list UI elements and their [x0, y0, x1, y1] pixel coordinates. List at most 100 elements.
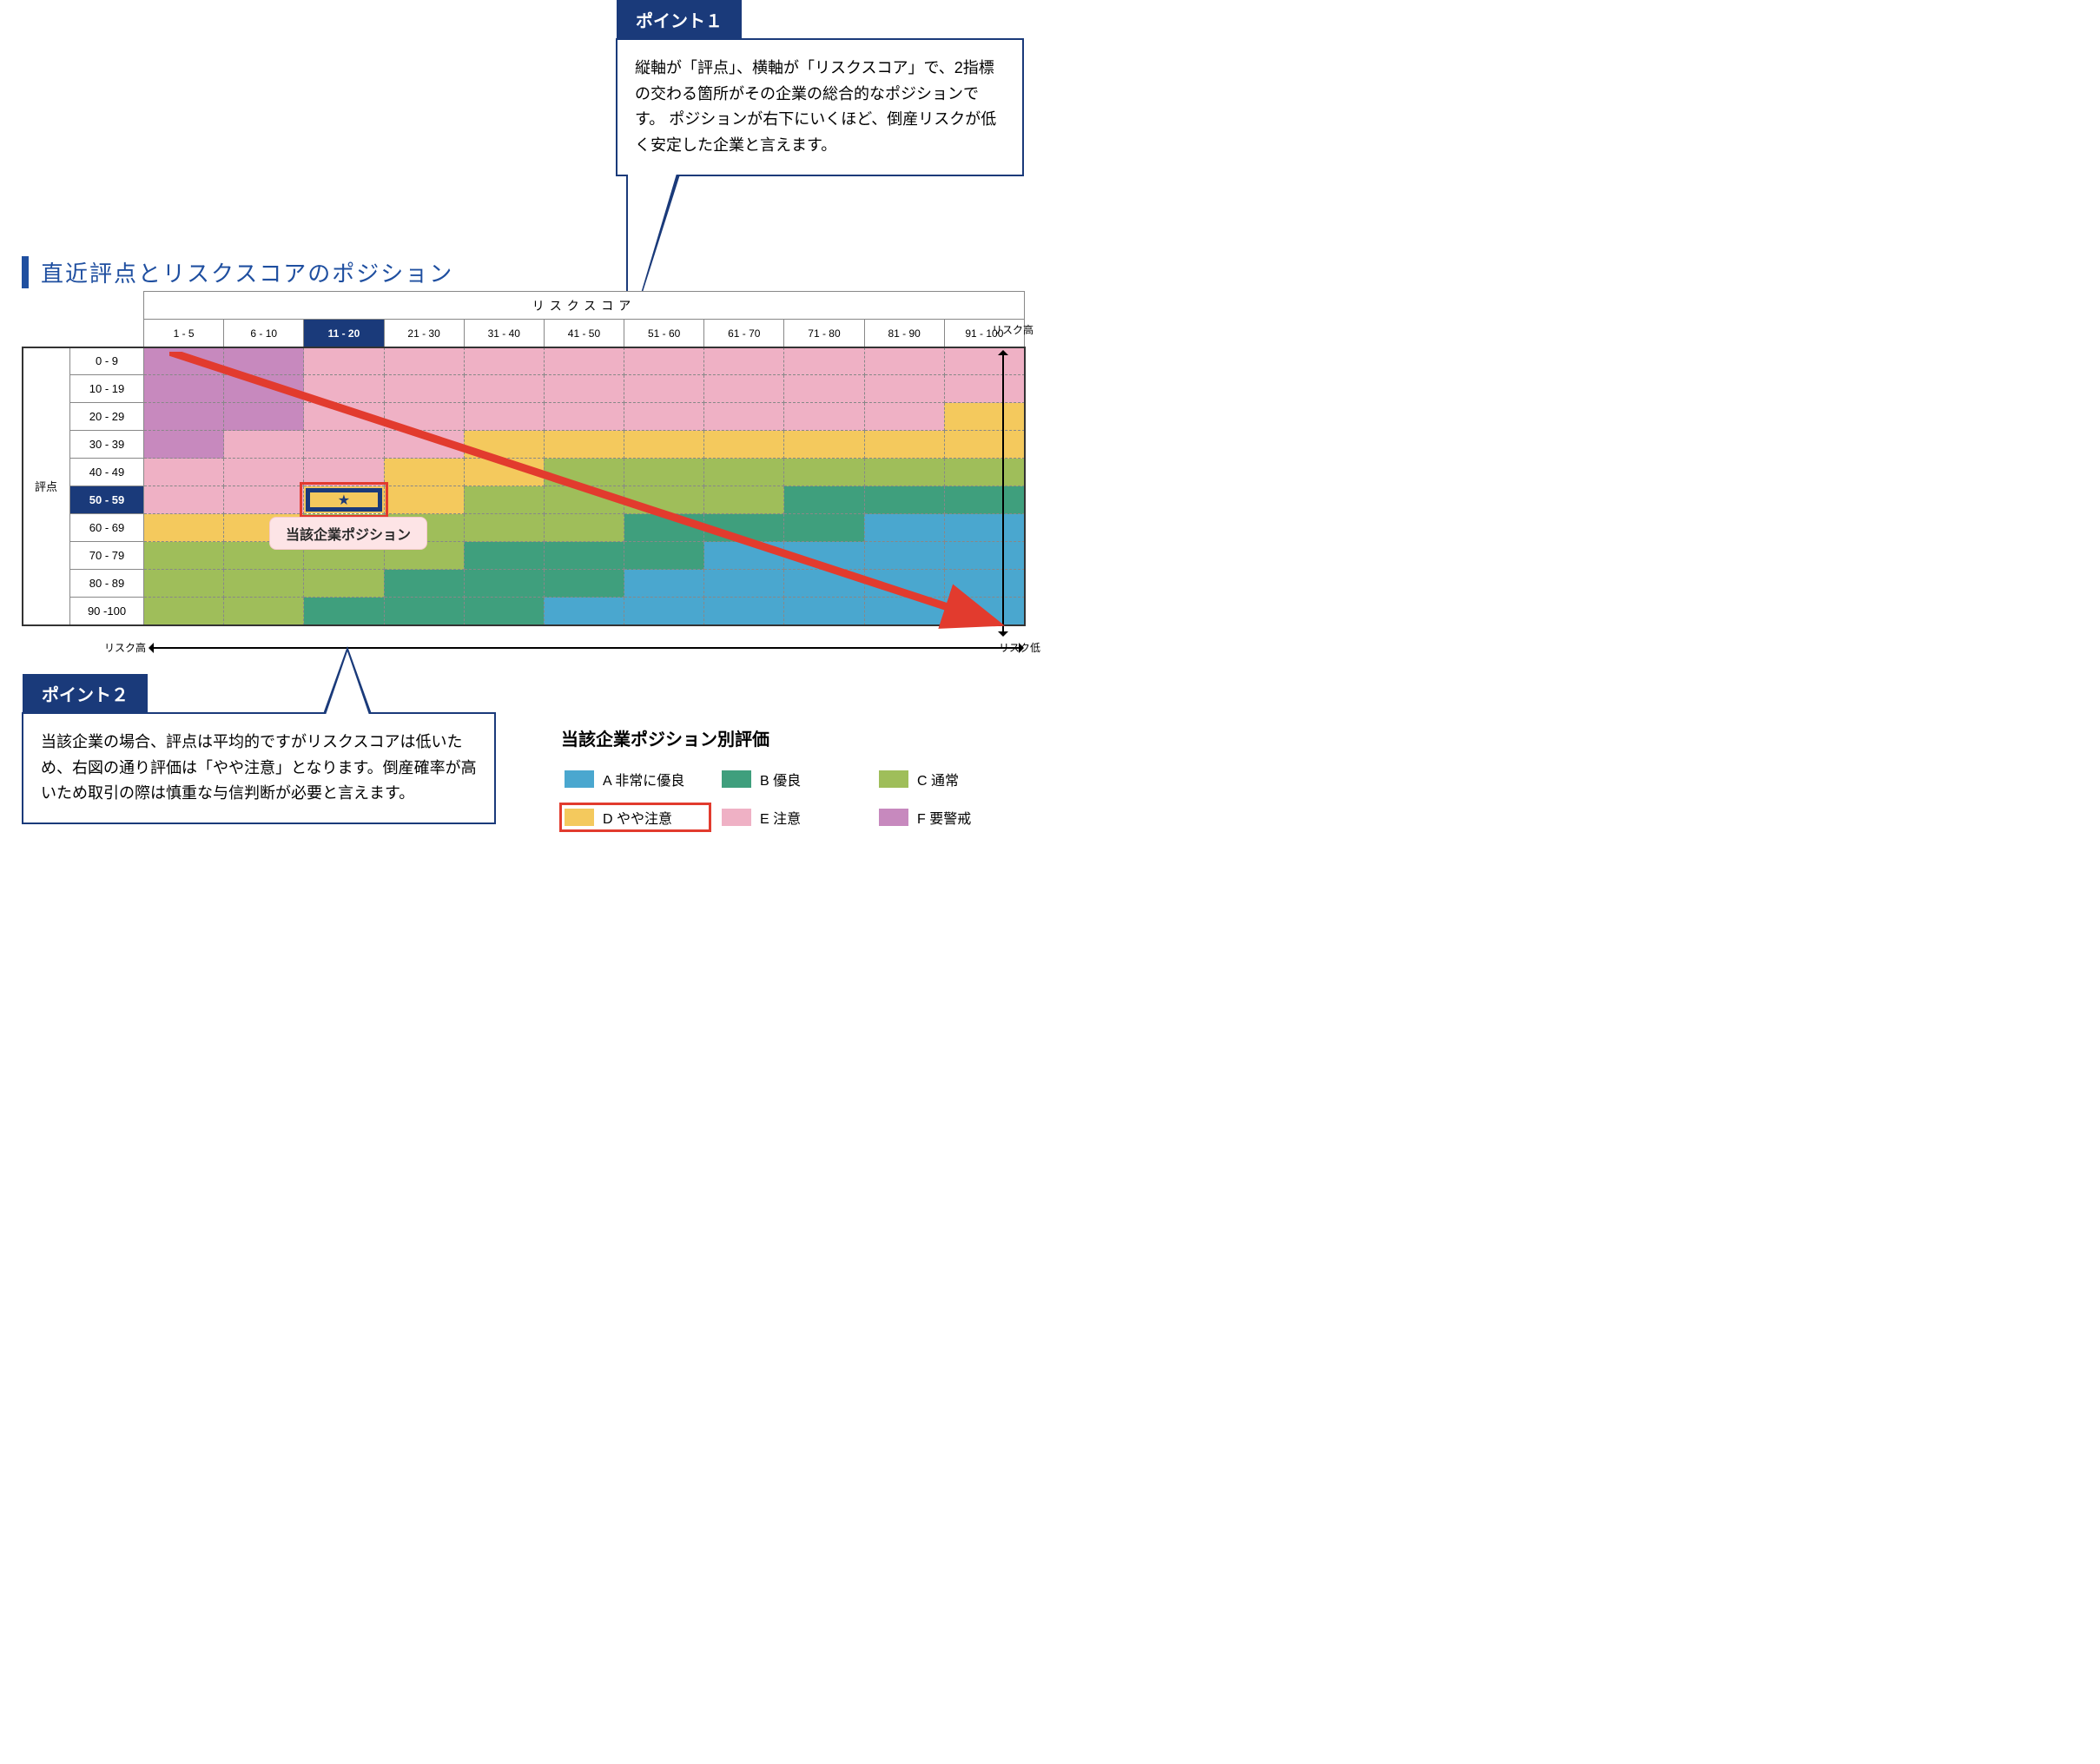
- row-header: 60 - 69: [70, 514, 144, 542]
- matrix-cell: [784, 403, 864, 431]
- matrix-cell: [944, 598, 1024, 625]
- matrix-cell: [624, 486, 704, 514]
- legend-swatch: [879, 809, 908, 826]
- matrix-cell: [144, 403, 224, 431]
- col-header: 21 - 30: [384, 320, 464, 347]
- row-header: 40 - 49: [70, 459, 144, 486]
- company-position-star: ★: [306, 488, 381, 512]
- matrix-cell: [784, 598, 864, 625]
- matrix-cell: [864, 403, 944, 431]
- legend-item-A: A 非常に優良: [561, 766, 710, 792]
- matrix-cell: [624, 403, 704, 431]
- matrix-cell: [544, 598, 624, 625]
- legend-label: A 非常に優良: [603, 769, 684, 790]
- matrix-cell: [864, 459, 944, 486]
- legend-item-D: D やや注意: [561, 804, 710, 830]
- matrix-cell: [704, 598, 784, 625]
- col-header: 41 - 50: [544, 320, 624, 347]
- row-header: 10 - 19: [70, 375, 144, 403]
- row-header: 90 -100: [70, 598, 144, 625]
- matrix-cell: [944, 570, 1024, 598]
- bottom-risk-low-label: リスク低: [999, 640, 1040, 655]
- row-header: 80 - 89: [70, 570, 144, 598]
- matrix-cell: [544, 347, 624, 375]
- matrix-cell: [144, 486, 224, 514]
- matrix-cell: [544, 431, 624, 459]
- matrix-cell: [304, 375, 384, 403]
- matrix-cell: [784, 431, 864, 459]
- matrix-cell: [704, 542, 784, 570]
- callout-point-2: ポイント２ 当該企業の場合、評点は平均的ですがリスクスコアは低いため、右図の通り…: [22, 712, 496, 824]
- col-header: 31 - 40: [464, 320, 544, 347]
- legend-swatch: [565, 770, 594, 788]
- matrix-cell: [384, 598, 464, 625]
- horizontal-double-arrow: [152, 647, 1020, 649]
- matrix-cell: [224, 486, 304, 514]
- matrix-cell: [784, 459, 864, 486]
- legend-label: B 優良: [760, 769, 801, 790]
- matrix-cell: [944, 486, 1024, 514]
- matrix-cell: [464, 375, 544, 403]
- matrix-cell: [464, 542, 544, 570]
- legend-label: F 要警戒: [917, 807, 971, 828]
- matrix-cell: [144, 542, 224, 570]
- row-header: 30 - 39: [70, 431, 144, 459]
- matrix-cell: [304, 347, 384, 375]
- matrix-cell: [624, 347, 704, 375]
- matrix-cell: [144, 375, 224, 403]
- legend-items: A 非常に優良 B 優良 C 通常 D やや注意 E 注意 F 要警戒: [561, 766, 1024, 830]
- matrix-cell: [704, 570, 784, 598]
- matrix-cell: [784, 542, 864, 570]
- matrix-cell: [224, 431, 304, 459]
- matrix-cell: [464, 431, 544, 459]
- legend-item-F: F 要警戒: [875, 804, 1024, 830]
- matrix-cell: [224, 347, 304, 375]
- matrix-cell: [144, 347, 224, 375]
- matrix-cell: [224, 403, 304, 431]
- matrix-cell: [944, 347, 1024, 375]
- matrix-cell: [624, 431, 704, 459]
- callout-1-text: 縦軸が「評点」、横軸が「リスクスコア」で、2指標の交わる箇所がその企業の総合的な…: [617, 40, 1022, 175]
- y-axis-title: 評点: [23, 347, 70, 625]
- matrix-cell: [384, 459, 464, 486]
- matrix-cell: [624, 542, 704, 570]
- row-header: 20 - 29: [70, 403, 144, 431]
- matrix-cell: [224, 375, 304, 403]
- matrix-cell: [144, 459, 224, 486]
- matrix-cell: [304, 598, 384, 625]
- matrix-cell: [784, 486, 864, 514]
- matrix-cell: [944, 403, 1024, 431]
- matrix-cell: [544, 570, 624, 598]
- matrix-cell: [704, 347, 784, 375]
- matrix-cell: [384, 570, 464, 598]
- legend-item-B: B 優良: [718, 766, 867, 792]
- matrix-cell: [144, 570, 224, 598]
- matrix-cell: [544, 514, 624, 542]
- matrix-cell: [144, 431, 224, 459]
- matrix-cell: [624, 514, 704, 542]
- matrix-cell: [304, 431, 384, 459]
- matrix-cell: [624, 598, 704, 625]
- callout-1-tag: ポイント１: [617, 0, 742, 39]
- legend-label: E 注意: [760, 807, 801, 828]
- matrix-cell: [304, 403, 384, 431]
- matrix-cell: [464, 514, 544, 542]
- matrix-cell: [384, 375, 464, 403]
- legend-swatch: [565, 809, 594, 826]
- matrix-cell: [944, 431, 1024, 459]
- legend-label: C 通常: [917, 769, 959, 790]
- legend-item-C: C 通常: [875, 766, 1024, 792]
- section-title: 直近評点とリスクスコアのポジション: [22, 256, 453, 288]
- matrix-cell: [944, 542, 1024, 570]
- matrix-cell: [864, 514, 944, 542]
- matrix-cell: [704, 459, 784, 486]
- callout-2-tag: ポイント２: [23, 674, 148, 713]
- matrix-cell: [464, 347, 544, 375]
- row-header: 70 - 79: [70, 542, 144, 570]
- matrix-cell: [144, 514, 224, 542]
- matrix-cell: [944, 514, 1024, 542]
- bottom-risk-high-label: リスク高: [104, 640, 146, 655]
- callout-point-1: ポイント１ 縦軸が「評点」、横軸が「リスクスコア」で、2指標の交わる箇所がその企…: [616, 38, 1024, 176]
- matrix-cell: [544, 542, 624, 570]
- matrix-cell: [544, 486, 624, 514]
